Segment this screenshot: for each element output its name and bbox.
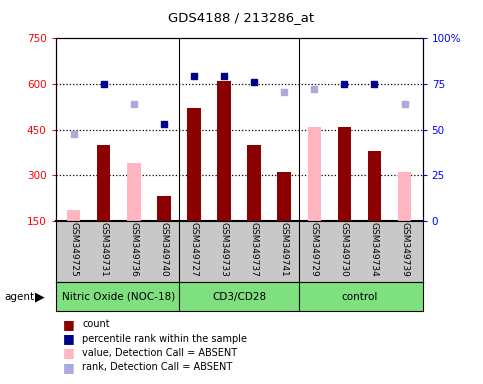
Text: GSM349725: GSM349725: [69, 222, 78, 277]
Text: GSM349729: GSM349729: [310, 222, 319, 277]
Text: GSM349731: GSM349731: [99, 222, 108, 277]
Text: GSM349736: GSM349736: [129, 222, 138, 277]
Text: GSM349734: GSM349734: [370, 222, 379, 277]
Text: GSM349730: GSM349730: [340, 222, 349, 277]
Text: ■: ■: [63, 346, 74, 359]
Text: value, Detection Call = ABSENT: value, Detection Call = ABSENT: [82, 348, 237, 358]
Bar: [308, 127, 321, 221]
Text: GDS4188 / 213286_at: GDS4188 / 213286_at: [169, 12, 314, 25]
Text: GSM349741: GSM349741: [280, 222, 289, 277]
Text: ▶: ▶: [35, 290, 44, 303]
Bar: [277, 172, 291, 221]
Text: count: count: [82, 319, 110, 329]
Text: GSM349733: GSM349733: [220, 222, 228, 277]
Bar: [338, 127, 351, 221]
Bar: [247, 145, 261, 221]
Text: agent: agent: [5, 291, 35, 302]
Bar: [217, 81, 231, 221]
Text: GSM349737: GSM349737: [250, 222, 258, 277]
Text: percentile rank within the sample: percentile rank within the sample: [82, 334, 247, 344]
Bar: [368, 151, 381, 221]
Text: ■: ■: [63, 318, 74, 331]
Text: GSM349727: GSM349727: [189, 222, 199, 277]
Bar: [67, 210, 80, 221]
Bar: [157, 197, 170, 221]
Bar: [398, 172, 412, 221]
Text: GSM349739: GSM349739: [400, 222, 409, 277]
Text: ■: ■: [63, 332, 74, 345]
Bar: [97, 145, 111, 221]
Text: ■: ■: [63, 361, 74, 374]
Text: CD3/CD28: CD3/CD28: [212, 291, 266, 302]
Text: control: control: [341, 291, 378, 302]
Bar: [187, 108, 201, 221]
Text: rank, Detection Call = ABSENT: rank, Detection Call = ABSENT: [82, 362, 232, 372]
Text: GSM349740: GSM349740: [159, 222, 169, 277]
Bar: [127, 163, 141, 221]
Text: Nitric Oxide (NOC-18): Nitric Oxide (NOC-18): [62, 291, 175, 302]
